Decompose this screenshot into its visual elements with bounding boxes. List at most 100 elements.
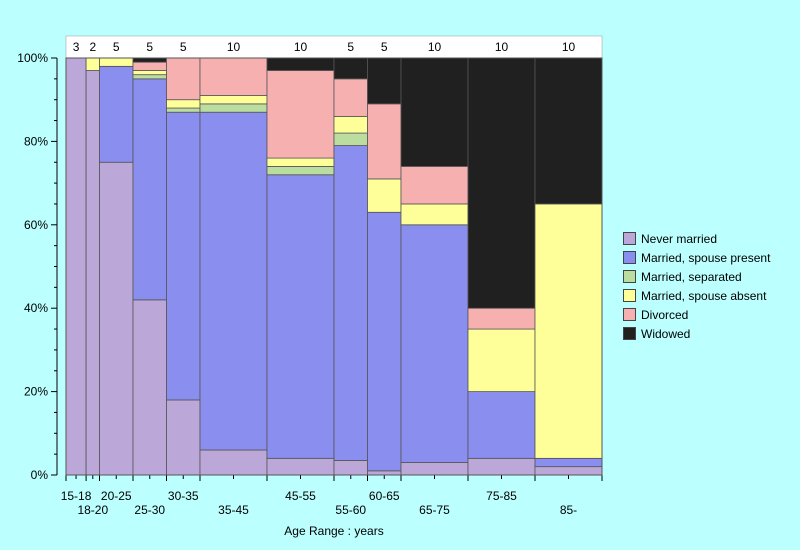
plot-frame xyxy=(65,57,603,476)
legend-label: Married, spouse present xyxy=(641,250,771,265)
bar-segment xyxy=(132,74,167,80)
bar-segment xyxy=(467,307,536,330)
bar-segment xyxy=(333,57,368,80)
width-label: 5 xyxy=(347,40,354,54)
legend-swatch xyxy=(623,289,636,302)
legend-item-never-married: Never married xyxy=(623,229,770,248)
bar-segment xyxy=(166,107,201,113)
legend-swatch xyxy=(623,251,636,264)
width-label: 10 xyxy=(562,40,576,54)
width-label: 2 xyxy=(89,40,96,54)
bar-segment xyxy=(266,457,335,476)
bar-segment xyxy=(266,57,335,71)
legend-item-married-separated: Married, separated xyxy=(623,267,770,286)
x-tick-label: 25-30 xyxy=(134,503,165,517)
bar-segment xyxy=(132,57,167,63)
bar-segment xyxy=(367,211,402,472)
width-label: 5 xyxy=(381,40,388,54)
bar-segment xyxy=(266,174,335,459)
bar-segment xyxy=(199,449,268,476)
bar-segment xyxy=(199,95,268,105)
y-tick-label: 40% xyxy=(24,301,48,315)
width-label: 3 xyxy=(73,40,80,54)
bar-segment xyxy=(333,115,368,134)
bar-segment xyxy=(132,61,167,71)
x-tick-label: 35-45 xyxy=(218,503,249,517)
legend-label: Divorced xyxy=(641,307,689,322)
legend-swatch xyxy=(623,270,636,283)
bar-segment xyxy=(367,103,402,180)
x-tick-label: 75-85 xyxy=(486,489,517,503)
bar-segment xyxy=(400,57,469,167)
bar-segment xyxy=(132,70,167,76)
bar-segment xyxy=(534,466,603,476)
width-label: 5 xyxy=(146,40,153,54)
x-tick-label: 65-75 xyxy=(419,503,450,517)
bar-segment xyxy=(85,70,100,476)
bar-segment xyxy=(400,166,469,205)
bar-segment xyxy=(333,78,368,117)
width-label: 5 xyxy=(113,40,120,54)
bar-segment xyxy=(99,161,134,476)
x-axis-title: Age Range : years xyxy=(284,524,384,538)
bar-segment xyxy=(467,457,536,476)
legend: Never married Married, spouse present Ma… xyxy=(623,229,770,343)
bar-segment xyxy=(367,57,402,105)
bar-segment xyxy=(333,132,368,146)
bar-segment xyxy=(166,111,201,401)
bar-segment xyxy=(199,57,268,96)
width-label: 10 xyxy=(495,40,509,54)
x-tick-label: 60-65 xyxy=(369,489,400,503)
bar-segment xyxy=(367,178,402,213)
bar-segment xyxy=(534,457,603,468)
y-tick-label: 80% xyxy=(24,134,48,148)
bar-segment xyxy=(99,57,134,67)
bar-segment xyxy=(266,166,335,176)
legend-item-married-spouse-present: Married, spouse present xyxy=(623,248,770,267)
width-label: 10 xyxy=(294,40,308,54)
legend-label: Widowed xyxy=(641,326,691,341)
y-tick-label: 20% xyxy=(24,385,48,399)
legend-item-married-spouse-absent: Married, spouse absent xyxy=(623,286,770,305)
bar-segment xyxy=(199,111,268,451)
bar-segment xyxy=(132,299,167,476)
legend-swatch xyxy=(623,327,636,340)
bar-segment xyxy=(400,224,469,463)
bar-segment xyxy=(400,462,469,476)
x-tick-label: 30-35 xyxy=(168,489,199,503)
legend-label: Never married xyxy=(641,231,718,246)
bar-segment xyxy=(99,65,134,163)
bar-segment xyxy=(132,78,167,301)
bar-segment xyxy=(534,57,603,205)
x-tick-label: 20-25 xyxy=(101,489,132,503)
width-label: 10 xyxy=(428,40,442,54)
width-label: 10 xyxy=(227,40,241,54)
x-tick-label: 15-18 xyxy=(61,489,92,503)
bar-segment xyxy=(333,145,368,461)
width-label: 5 xyxy=(180,40,187,54)
bar-segment xyxy=(467,57,536,309)
y-tick-label: 100% xyxy=(17,51,48,65)
bar-segment xyxy=(65,57,87,476)
y-tick-label: 0% xyxy=(31,468,49,482)
bar-segment xyxy=(85,57,100,71)
bar-segment xyxy=(534,203,603,459)
legend-swatch xyxy=(623,308,636,321)
legend-label: Married, spouse absent xyxy=(641,288,767,303)
x-tick-label: 85- xyxy=(560,503,577,517)
bar-segment xyxy=(467,328,536,392)
y-tick-label: 60% xyxy=(24,218,48,232)
bar-segment xyxy=(400,203,469,226)
bar-segment xyxy=(166,399,201,476)
x-tick-label: 45-55 xyxy=(285,489,316,503)
legend-item-widowed: Widowed xyxy=(623,324,770,343)
bar-segment xyxy=(199,103,268,113)
x-tick-label: 55-60 xyxy=(335,503,366,517)
bar-segment xyxy=(166,57,201,101)
legend-item-divorced: Divorced xyxy=(623,305,770,324)
bar-segment xyxy=(166,99,201,109)
legend-swatch xyxy=(623,232,636,245)
x-tick-label: 18-20 xyxy=(77,503,108,517)
bar-segment xyxy=(266,70,335,159)
